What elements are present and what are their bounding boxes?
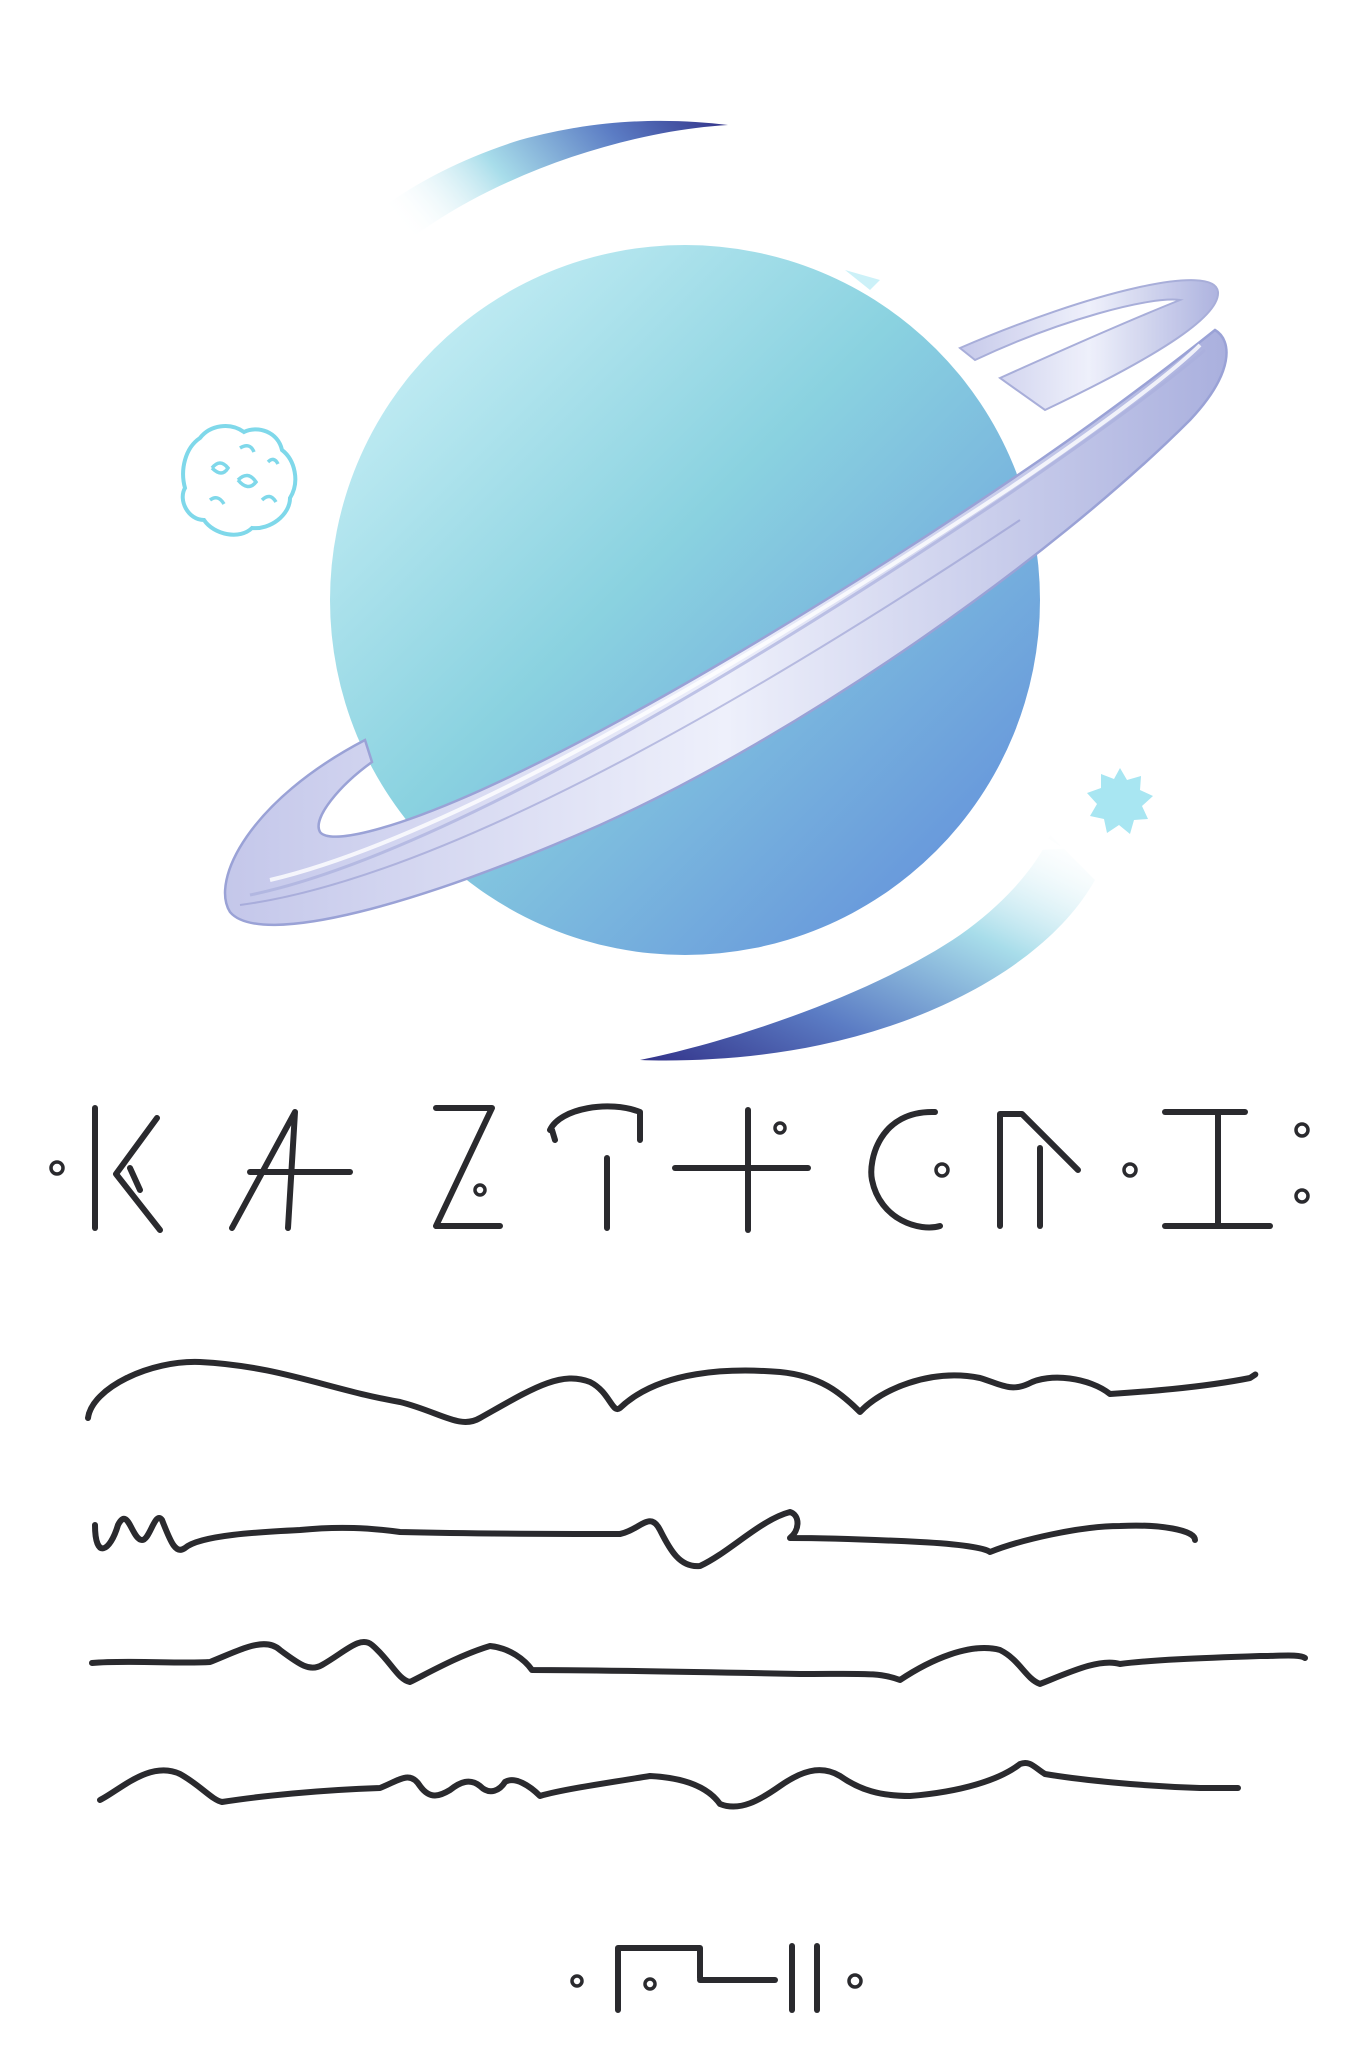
script-glyph-3 bbox=[229, 1109, 353, 1231]
script-line-4 bbox=[97, 1760, 1241, 1810]
ring-back bbox=[958, 279, 1220, 412]
bottom-comet-trail bbox=[640, 835, 1095, 1061]
script-line-1 bbox=[85, 1358, 1259, 1425]
ring-groove-2 bbox=[269, 343, 1202, 882]
bottom-trail-chip bbox=[1040, 836, 1078, 850]
top-comet-trail bbox=[230, 120, 728, 441]
signature-glyph-1 bbox=[570, 1974, 584, 1988]
star-burst bbox=[1087, 768, 1153, 834]
script-glyph-11 bbox=[1294, 1122, 1310, 1204]
script-glyph-1 bbox=[49, 1160, 65, 1176]
script-glyph-4 bbox=[433, 1105, 503, 1229]
signature-glyph-2 bbox=[615, 1945, 703, 2013]
ring-groove-1 bbox=[249, 348, 1206, 897]
script-line-3 bbox=[89, 1639, 1308, 1687]
signature-glyph-5 bbox=[847, 1973, 863, 1989]
script-glyph-7 bbox=[868, 1108, 950, 1231]
script-glyph-10 bbox=[1162, 1109, 1273, 1229]
signature-glyph-4 bbox=[789, 1943, 820, 2013]
script-glyph-9 bbox=[1122, 1162, 1138, 1178]
planet-illustration bbox=[180, 120, 1228, 1061]
ring-groove-3 bbox=[239, 519, 1021, 906]
script-line-2 bbox=[92, 1509, 1198, 1570]
script-glyph-8 bbox=[997, 1111, 1081, 1229]
script-glyph-2 bbox=[92, 1105, 163, 1233]
script-glyph-6 bbox=[672, 1107, 811, 1233]
planet-notch bbox=[845, 270, 880, 290]
script-glyph-5 bbox=[547, 1103, 643, 1231]
asteroid bbox=[180, 424, 298, 537]
